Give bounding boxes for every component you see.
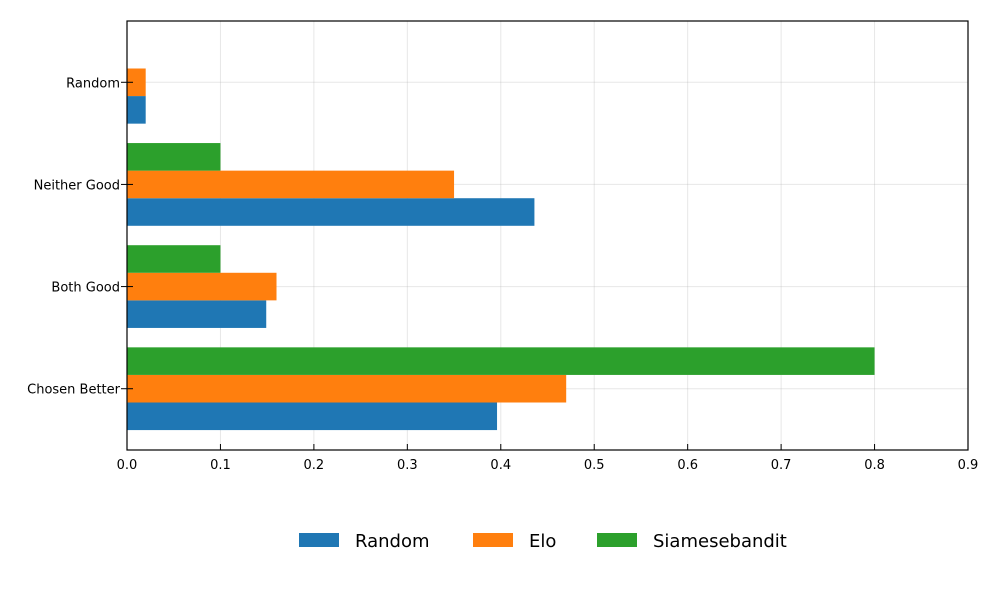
legend-swatch [299,533,339,547]
legend-label: Elo [529,531,556,552]
bar-siamesebandit-neither-good [127,143,220,171]
bar-siamesebandit-chosen-better [127,347,875,375]
x-tick-label: 0.1 [210,458,231,473]
bar-random-chosen-better [127,403,497,431]
y-tick-label: Both Good [51,281,120,296]
legend-label: Random [355,531,430,552]
legend-swatch [597,533,637,547]
x-tick-label: 0.3 [397,458,418,473]
bar-elo-neither-good [127,171,454,199]
x-tick-label: 0.8 [864,458,885,473]
x-tick-label: 0.2 [304,458,325,473]
x-tick-label: 0.5 [584,458,605,473]
bar-random-both-good [127,300,266,328]
x-tick-label: 0.4 [490,458,511,473]
x-tick-label: 0.9 [958,458,979,473]
bar-elo-chosen-better [127,375,566,403]
bar-siamesebandit-both-good [127,245,220,273]
x-tick-label: 0.7 [771,458,792,473]
x-tick-label: 0.0 [117,458,138,473]
y-tick-label: Chosen Better [27,383,121,398]
legend-swatch [473,533,513,547]
y-tick-label: Neither Good [34,178,120,193]
legend-label: Siamesebandit [653,531,787,552]
bar-elo-both-good [127,273,277,301]
legend: Random Elo Siamesebandit [299,531,787,552]
y-tick-label: Random [66,76,120,91]
bar-random-random [127,96,146,124]
y-axis-ticks: Chosen Better Both Good Neither Good Random [27,76,133,397]
x-axis-ticks: 0.0 0.1 0.2 0.3 0.4 0.5 0.6 0.7 0.8 0.9 [117,444,979,473]
bar-random-neither-good [127,198,534,226]
x-tick-label: 0.6 [677,458,698,473]
